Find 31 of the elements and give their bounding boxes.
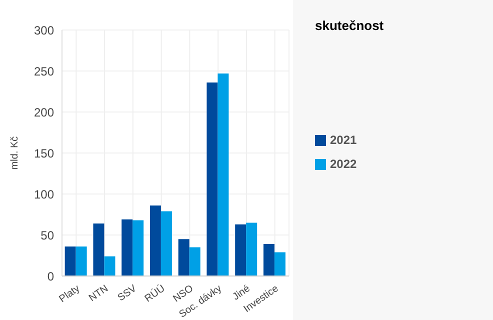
y-tick-label: 50 <box>40 228 54 242</box>
bar <box>189 247 200 276</box>
bar <box>206 82 218 276</box>
bar <box>263 244 274 276</box>
bar <box>218 73 229 276</box>
x-tick-label: NTN <box>87 283 110 304</box>
legend-title: skutečnost <box>315 18 385 33</box>
y-tick-label: 100 <box>34 187 54 202</box>
bar <box>274 252 286 276</box>
bar <box>246 222 258 276</box>
bar <box>64 246 76 276</box>
x-tick-label: NSO <box>171 283 196 305</box>
y-tick-label: 250 <box>34 64 54 78</box>
bar <box>150 205 161 276</box>
x-tick-label: Platy <box>57 283 82 306</box>
bar <box>235 224 246 276</box>
y-tick-label: 150 <box>34 146 54 160</box>
bar <box>122 219 133 276</box>
bar <box>160 211 172 276</box>
bar <box>132 220 144 276</box>
legend-label: 2022 <box>329 157 358 171</box>
bar <box>93 224 104 276</box>
y-tick-label: 0 <box>47 269 54 284</box>
x-tick-label: SSV <box>116 283 139 304</box>
bar <box>178 239 190 276</box>
y-tick-label: 200 <box>34 105 54 120</box>
legend-label: 2021 <box>329 133 358 147</box>
y-tick-label: 300 <box>34 23 54 38</box>
bar <box>104 256 116 276</box>
bar <box>76 246 87 276</box>
y-axis-title: mld. Kč <box>10 136 21 170</box>
